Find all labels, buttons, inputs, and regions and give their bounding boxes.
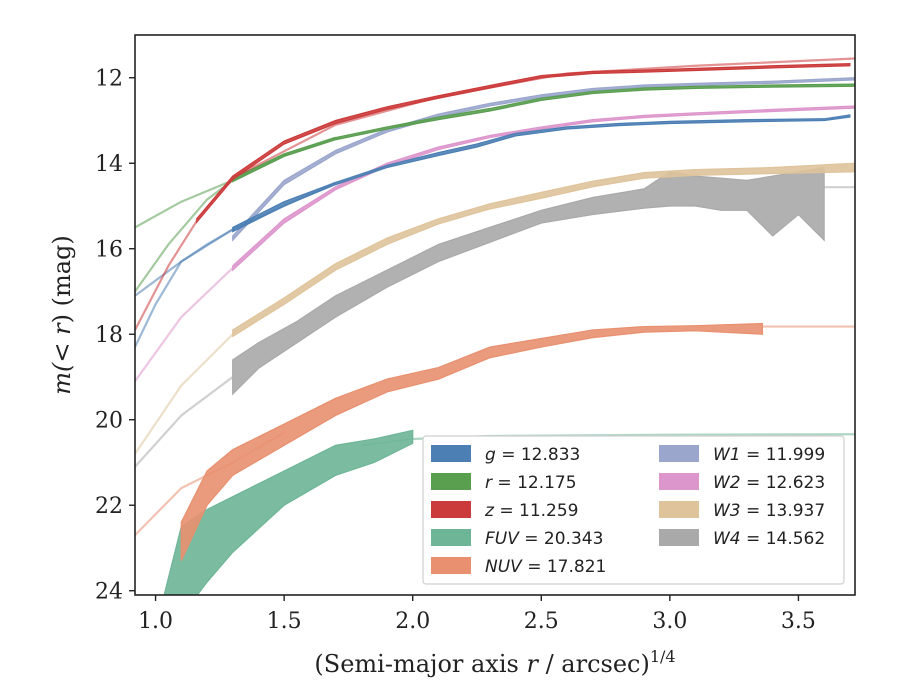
series-g-band [232,114,851,233]
y-tick-label: 18 [95,323,123,348]
series-r-extrapolation-1 [135,136,336,229]
series-z [135,57,855,331]
x-axis-ticks: 1.0 1.5 2.0 2.5 3.0 3.5 [138,595,816,634]
series-r-band [232,83,855,183]
y-axis-label-var: r [48,322,76,335]
x-axis-label-rest: / arcsec) [538,650,650,678]
legend-swatch-W3 [659,501,699,518]
x-axis-label-var: r [526,650,539,678]
legend-label-W4: W4 = 14.562 [713,529,825,549]
series-NUV [135,322,855,562]
y-axis-label: m(< r) (mag) [48,235,76,395]
y-axis-ticks: 12 14 16 18 20 22 24 [95,67,135,605]
series-g [135,114,851,348]
legend-label-NUV: NUV = 17.821 [485,557,606,577]
series-W3 [135,162,855,455]
series-z-band [196,63,851,224]
y-tick-label: 16 [95,238,123,263]
legend-label-W1: W1 = 11.999 [713,445,825,465]
y-tick-label: 24 [95,580,123,605]
series-W2-extrapolation-1 [135,267,234,382]
legend-swatch-FUV [431,529,471,546]
series-W4 [135,166,855,468]
x-tick-label: 1.0 [138,609,173,634]
legend-label-W3: W3 = 13.937 [713,501,825,521]
series-W4-extrapolation-1 [135,376,234,468]
x-tick-label: 2.0 [395,609,430,634]
x-tick-label: 1.5 [267,609,302,634]
series-FUV-band [163,429,414,595]
y-tick-label: 22 [95,494,123,519]
legend-label-g: g = 12.833 [485,445,580,465]
x-axis-label-sup: 1/4 [650,647,676,666]
plot-frame [134,34,856,596]
series-g-extrapolation-2 [135,228,234,297]
legend-swatch-g [431,445,471,462]
y-axis-label-post: ) (mag) [48,235,76,323]
y-tick-label: 20 [95,409,123,434]
series-layer [135,57,855,595]
series-W3-extrapolation-1 [135,333,234,455]
x-axis-label-main: (Semi-major axis [314,650,526,678]
series-W1-band [232,77,855,242]
x-tick-label: 3.5 [781,609,816,634]
legend-swatch-r [431,473,471,490]
legend-label-z: z = 11.259 [484,501,578,521]
x-tick-label: 2.5 [524,609,559,634]
legend-swatch-W4 [659,529,699,546]
legend-swatch-W2 [659,473,699,490]
legend-label-FUV: FUV = 20.343 [485,529,603,549]
legend-swatch-z [431,501,471,518]
series-W2 [135,105,855,382]
legend: g = 12.833 r = 12.175 z = 11.259 FUV = 20.3… [422,435,845,585]
x-tick-label: 3.0 [652,609,687,634]
legend-swatch-W1 [659,445,699,462]
series-W1 [232,77,855,242]
series-r-extrapolation-2 [135,179,234,293]
y-axis-label-pre: m(< [48,335,76,395]
series-W3-band [232,162,855,338]
series-NUV-band [180,322,764,562]
legend-swatch-NUV [431,557,471,574]
legend-label-r: r = 12.175 [485,473,577,493]
series-W4-band [232,166,825,396]
legend-box [422,435,845,585]
x-axis-label: (Semi-major axis r / arcsec)1/4 [314,647,675,678]
legend-label-W2: W2 = 12.623 [713,473,825,493]
series-z-extrapolation-1 [135,220,198,331]
y-tick-label: 14 [95,152,123,177]
y-tick-label: 12 [95,67,123,92]
